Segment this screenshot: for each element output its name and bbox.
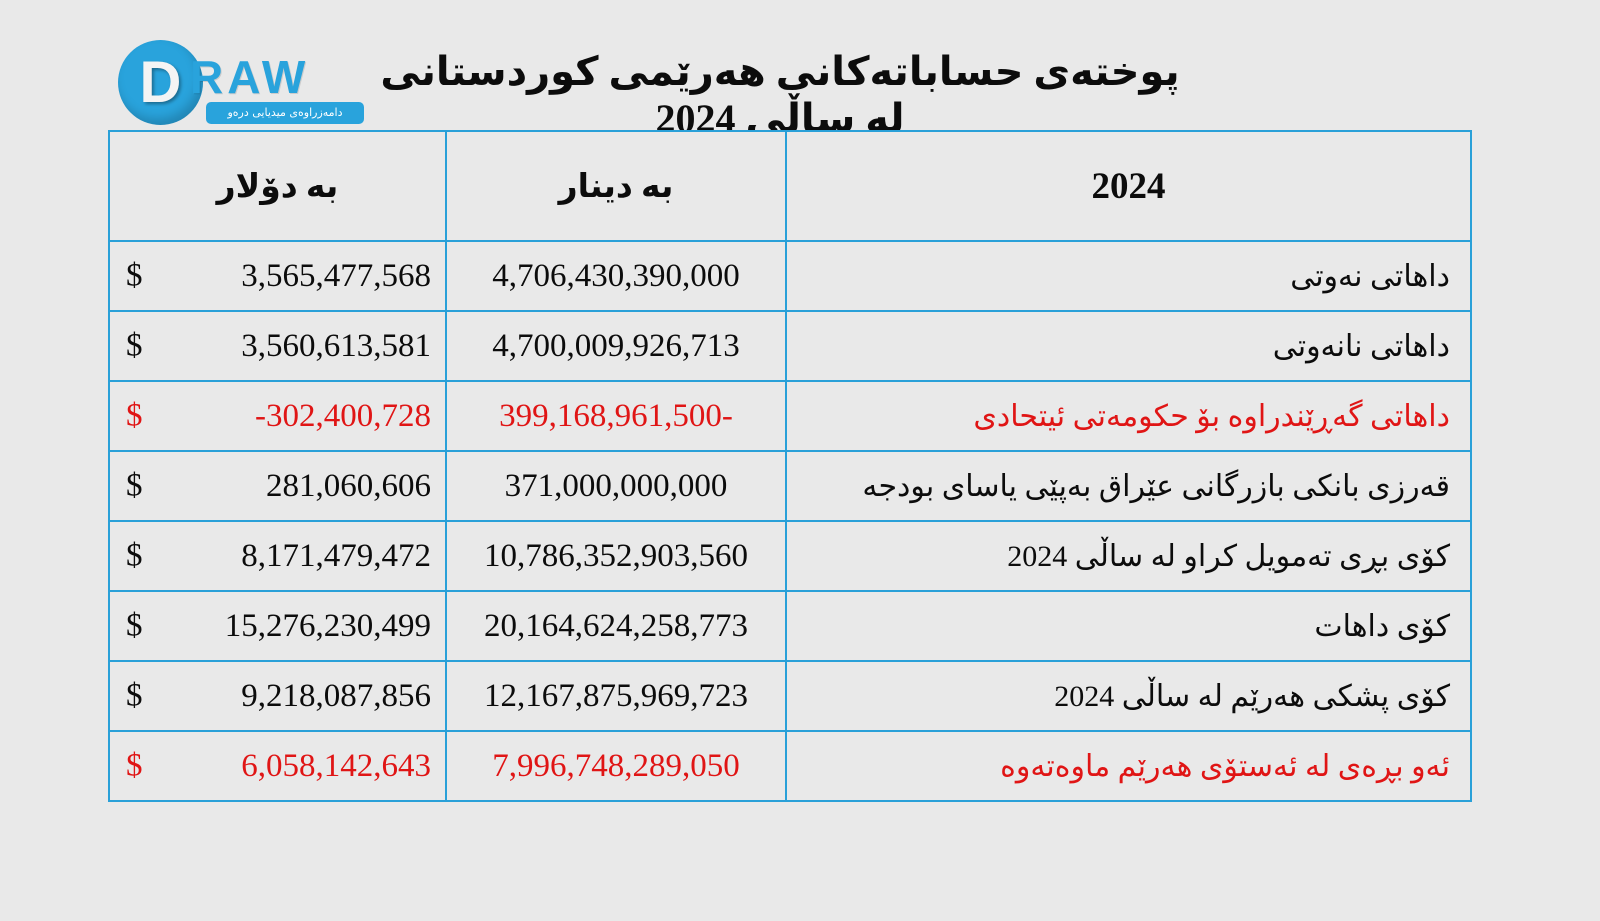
dollar-cell: $ 8,171,479,472: [108, 520, 447, 592]
dollar-value: 3,565,477,568: [241, 257, 431, 294]
dollar-value: 6,058,142,643: [241, 747, 431, 784]
dollar-value: 281,060,606: [266, 467, 431, 504]
row-label: داهاتی نەوتی: [785, 240, 1472, 312]
dinar-value: 10,786,352,903,560: [445, 520, 787, 592]
dollar-cell: $ 281,060,606: [108, 450, 447, 522]
header-year: 2024: [785, 130, 1472, 242]
dinar-value: 4,700,009,926,713: [445, 310, 787, 382]
logo-tagline: دامەزراوەی میدیایی درەو: [206, 102, 364, 124]
dollar-sign: $: [126, 537, 143, 574]
dinar-value: 12,167,875,969,723: [445, 660, 787, 732]
logo-raw-text: RAW: [190, 51, 310, 103]
dollar-value: 3,560,613,581: [241, 327, 431, 364]
dinar-value: 371,000,000,000: [445, 450, 787, 522]
row-label: داهاتی نانەوتی: [785, 310, 1472, 382]
dollar-sign: $: [126, 607, 143, 644]
page-title: پوختەی حساباتەکانی هەرێمی کوردستانی لە س…: [380, 49, 1180, 141]
dollar-sign: $: [126, 327, 143, 364]
table-row: $ 8,171,479,472 10,786,352,903,560 کۆی ب…: [108, 520, 1472, 592]
table-body: $ 3,565,477,568 4,706,430,390,000 داهاتی…: [108, 240, 1472, 802]
dollar-cell: $ 9,218,087,856: [108, 660, 447, 732]
header-dinar: بە دینار: [445, 130, 787, 242]
row-label: کۆی داهات: [785, 590, 1472, 662]
logo-d-letter: D: [139, 50, 182, 115]
dollar-cell: $ -302,400,728: [108, 380, 447, 452]
dollar-value: 15,276,230,499: [224, 607, 431, 644]
dollar-value: 9,218,087,856: [241, 677, 431, 714]
dollar-sign: $: [126, 747, 143, 784]
dinar-value: 4,706,430,390,000: [445, 240, 787, 312]
dollar-cell: $ 15,276,230,499: [108, 590, 447, 662]
table-row: $ 3,560,613,581 4,700,009,926,713 داهاتی…: [108, 310, 1472, 382]
dollar-cell: $ 6,058,142,643: [108, 730, 447, 802]
dollar-cell: $ 3,560,613,581: [108, 310, 447, 382]
row-label: ئەو بڕەی لە ئەستۆی هەرێم ماوەتەوە: [785, 730, 1472, 802]
dollar-sign: $: [126, 397, 143, 434]
table-row: $ 281,060,606 371,000,000,000 قەرزی بانک…: [108, 450, 1472, 522]
row-label: قەرزی بانکی بازرگانی عێراق بەپێی یاسای ب…: [785, 450, 1472, 522]
row-label: کۆی پشکی هەرێم لە ساڵی 2024: [785, 660, 1472, 732]
table-row: $ 15,276,230,499 20,164,624,258,773 کۆی …: [108, 590, 1472, 662]
brand-logo: D RAW دامەزراوەی میدیایی درەو: [118, 40, 378, 132]
header-row: بە دۆلار بە دینار 2024: [108, 130, 1472, 242]
row-label: کۆی بڕی تەمویل کراو لە ساڵی 2024: [785, 520, 1472, 592]
dollar-sign: $: [126, 677, 143, 714]
table-row: $ 3,565,477,568 4,706,430,390,000 داهاتی…: [108, 240, 1472, 312]
dollar-sign: $: [126, 257, 143, 294]
header-dollar: بە دۆلار: [108, 130, 447, 242]
table-row: $ 9,218,087,856 12,167,875,969,723 کۆی پ…: [108, 660, 1472, 732]
dollar-sign: $: [126, 467, 143, 504]
dollar-value: -302,400,728: [255, 397, 431, 434]
table-row: $ 6,058,142,643 7,996,748,289,050 ئەو بڕ…: [108, 730, 1472, 802]
dinar-value: 7,996,748,289,050: [445, 730, 787, 802]
logo-circle-icon: D: [118, 40, 203, 125]
dinar-value: 399,168,961,500-: [445, 380, 787, 452]
dollar-value: 8,171,479,472: [241, 537, 431, 574]
dollar-cell: $ 3,565,477,568: [108, 240, 447, 312]
table-row: $ -302,400,728 399,168,961,500- داهاتی گ…: [108, 380, 1472, 452]
row-label: داهاتی گەڕێندراوە بۆ حکومەتی ئیتحادی: [785, 380, 1472, 452]
dinar-value: 20,164,624,258,773: [445, 590, 787, 662]
summary-table: بە دۆلار بە دینار 2024 $ 3,565,477,568 4…: [108, 130, 1472, 802]
